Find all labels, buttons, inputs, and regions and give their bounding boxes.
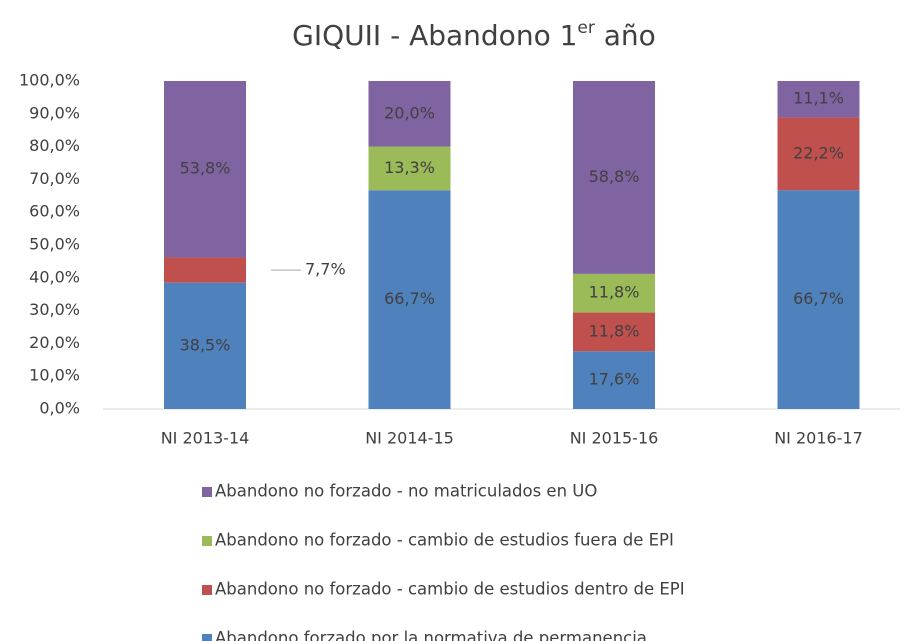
title-suffix: año (595, 19, 656, 52)
y-tick-label: 10,0% (29, 366, 80, 385)
data-label: 22,2% (793, 143, 844, 162)
y-tick-label: 50,0% (29, 235, 80, 254)
bar-segment (164, 282, 246, 409)
bar-segment (777, 117, 860, 191)
data-label: 7,7% (305, 260, 346, 279)
bar-segment (573, 351, 655, 409)
y-tick-label: 100,0% (19, 71, 80, 90)
data-label: 17,6% (589, 370, 640, 389)
data-label: 66,7% (384, 289, 435, 308)
data-label: 11,8% (589, 321, 640, 340)
bar-segment (777, 190, 860, 409)
title-superscript: er (577, 18, 594, 38)
y-tick-label: 90,0% (29, 103, 80, 122)
legend-swatch (202, 487, 212, 497)
x-tick-label: NI 2013-14 (161, 429, 250, 448)
x-tick-label: NI 2016-17 (774, 429, 863, 448)
data-label: 13,3% (384, 158, 435, 177)
bar-segment (368, 81, 451, 147)
data-label: 53,8% (180, 159, 231, 178)
data-label: 58,8% (589, 167, 640, 186)
title-main: GIQUII - Abandono 1 (292, 19, 577, 52)
data-label: 11,8% (589, 283, 640, 302)
bar-segment (368, 190, 451, 409)
bar-segment (164, 81, 246, 258)
bar-segment (777, 81, 860, 118)
y-tick-label: 20,0% (29, 333, 80, 352)
data-label: 11,1% (793, 89, 844, 108)
data-label: 20,0% (384, 103, 435, 122)
x-tick-label: NI 2015-16 (570, 429, 659, 448)
y-tick-label: 80,0% (29, 136, 80, 155)
bar-segment (164, 257, 246, 283)
data-label: 66,7% (793, 289, 844, 308)
x-tick-label: NI 2014-15 (365, 429, 454, 448)
y-tick-label: 40,0% (29, 267, 80, 286)
legend-swatch (202, 634, 212, 641)
y-tick-label: 70,0% (29, 169, 80, 188)
legend-label: Abandono forzado por la normativa de per… (215, 629, 647, 641)
bar-segment (573, 312, 655, 352)
y-tick-label: 30,0% (29, 300, 80, 319)
legend-label: Abandono no forzado - no matriculados en… (215, 482, 597, 501)
y-tick-label: 60,0% (29, 202, 80, 221)
data-label: 38,5% (180, 335, 231, 354)
legend-swatch (202, 585, 212, 595)
y-tick-label: 0,0% (39, 399, 80, 418)
bar-segment (368, 146, 451, 191)
legend-swatch (202, 536, 212, 546)
chart-title: GIQUII - Abandono 1er año (292, 18, 656, 52)
bar-segment (573, 273, 655, 313)
legend-label: Abandono no forzado - cambio de estudios… (215, 531, 674, 550)
legend-label: Abandono no forzado - cambio de estudios… (215, 580, 685, 599)
bar-segment (573, 81, 655, 274)
